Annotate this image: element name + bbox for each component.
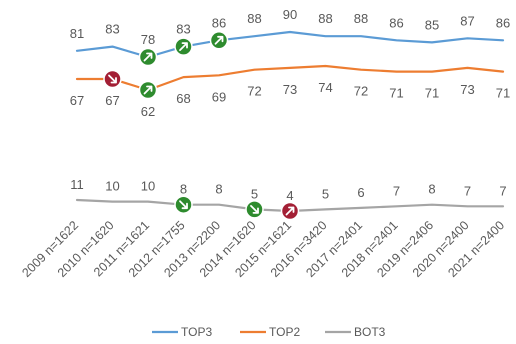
significance-markers [103, 31, 300, 221]
data-label-top3: 87 [460, 13, 474, 28]
data-label-bot3: 11 [70, 177, 84, 192]
data-label-top3: 88 [247, 11, 261, 26]
data-label-top2: 71 [425, 86, 439, 101]
data-label-bot3: 8 [180, 182, 187, 197]
arrow-down-icon [245, 200, 264, 219]
data-label-top2: 72 [354, 84, 368, 99]
data-label-bot3: 10 [105, 179, 119, 194]
arrow-down-icon [174, 195, 193, 214]
legend: TOP3 TOP2 BOT3 [152, 325, 386, 339]
marker-arrow [108, 74, 117, 84]
data-label-bot3: 6 [357, 185, 364, 200]
marker-arrow [143, 52, 153, 62]
arrow-up-icon [138, 80, 158, 100]
data-label-top3: 86 [212, 15, 226, 30]
data-label-top3: 78 [141, 32, 155, 47]
marker-arrow [214, 35, 224, 45]
legend-label-top2: TOP2 [269, 325, 300, 339]
data-label-top2: 67 [105, 93, 119, 108]
legend-label-top3: TOP3 [181, 325, 212, 339]
data-label-top3: 83 [176, 22, 190, 37]
data-label-top2: 67 [70, 93, 84, 108]
data-label-bot3: 7 [464, 183, 471, 198]
data-label-top3: 90 [283, 7, 297, 22]
data-label-bot3: 8 [428, 182, 435, 197]
arrow-up-icon [280, 201, 300, 221]
data-label-top2: 74 [318, 80, 332, 95]
data-label-bot3: 4 [286, 188, 293, 203]
data-label-top2: 71 [389, 86, 403, 101]
data-label-top2: 69 [212, 89, 226, 104]
data-label-bot3: 7 [393, 183, 400, 198]
data-label-top3: 86 [389, 15, 403, 30]
data-label-top3: 86 [496, 15, 510, 30]
data-label-top2: 62 [141, 104, 155, 119]
data-label-top3: 85 [425, 17, 439, 32]
data-label-top3: 83 [105, 22, 119, 37]
data-label-bot3: 5 [322, 186, 329, 201]
data-label-top3: 88 [318, 11, 332, 26]
data-label-top2: 72 [247, 84, 261, 99]
data-label-top2: 73 [460, 82, 474, 97]
data-label-bot3: 8 [215, 182, 222, 197]
legend-label-bot3: BOT3 [354, 325, 386, 339]
data-label-bot3: 5 [251, 186, 258, 201]
arrow-up-icon [209, 31, 229, 50]
marker-arrow [179, 200, 188, 210]
data-label-top2: 73 [283, 82, 297, 97]
marker-arrow [250, 204, 259, 214]
data-label-top2: 68 [176, 91, 190, 106]
marker-arrow [143, 85, 153, 95]
marker-arrow [179, 42, 188, 51]
arrow-up-icon [174, 37, 193, 56]
data-label-top3: 81 [70, 26, 84, 41]
data-label-bot3: 10 [141, 179, 155, 194]
data-label-top3: 88 [354, 11, 368, 26]
data-label-top2: 71 [496, 86, 510, 101]
data-label-bot3: 7 [499, 183, 506, 198]
arrow-up-icon [138, 47, 158, 67]
marker-arrow [285, 206, 295, 216]
arrow-down-icon [103, 69, 122, 89]
